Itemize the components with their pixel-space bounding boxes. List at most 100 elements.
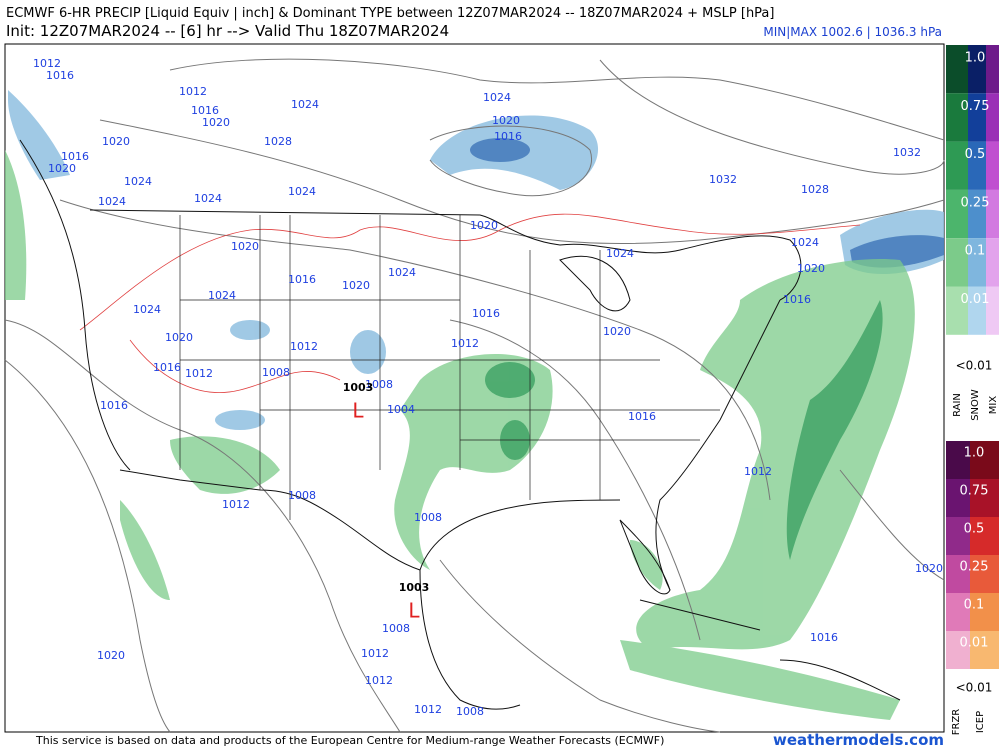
isobar-label: 1032 xyxy=(893,146,921,159)
isobar-label: 1016 xyxy=(810,631,838,644)
isobar-label: 1016 xyxy=(100,399,128,412)
legend-label: 0.75 xyxy=(960,484,989,499)
legend-swatch xyxy=(968,286,986,335)
isobar-label: 1012 xyxy=(451,337,479,350)
isobar-label: 1032 xyxy=(709,173,737,186)
footer-credit: This service is based on data and produc… xyxy=(35,734,664,747)
legend-swatch xyxy=(946,45,968,94)
legend-type: RAIN xyxy=(952,393,963,417)
isobar-label: 1020 xyxy=(202,116,230,129)
legend-swatch xyxy=(986,141,999,190)
min-max: MIN|MAX 1002.6 | 1036.3 hPa xyxy=(763,25,942,39)
isobar-label: 1020 xyxy=(48,162,76,175)
isobar-label: 1008 xyxy=(382,622,410,635)
isobar-label: 1016 xyxy=(494,130,522,143)
legend-swatch xyxy=(970,517,999,555)
isobar-label: 1020 xyxy=(915,562,943,575)
isobar-label: 1016 xyxy=(628,410,656,423)
isobar-label: 1020 xyxy=(97,649,125,662)
legend-swatch xyxy=(986,238,999,287)
legend-label: 0.5 xyxy=(964,522,985,537)
isobar-label: 1016 xyxy=(288,273,316,286)
legend-label: 0.5 xyxy=(965,147,986,162)
legend-label: 1.0 xyxy=(964,446,985,461)
subtitle: Init: 12Z07MAR2024 -- [6] hr --> Valid T… xyxy=(6,22,449,40)
isobar-label: 1008 xyxy=(365,378,393,391)
borders xyxy=(19,139,901,710)
isobar-label: 1020 xyxy=(470,219,498,232)
legend-label: 0.1 xyxy=(964,598,985,613)
legend-swatch xyxy=(970,593,999,631)
isobar-label: 1020 xyxy=(231,240,259,253)
isobar-label: 1003 xyxy=(343,381,374,394)
isobar-label: 1020 xyxy=(342,279,370,292)
legend-swatch xyxy=(946,517,970,555)
legend-swatch xyxy=(946,141,968,190)
isobar-label: 1016 xyxy=(472,307,500,320)
legend-label: 0.25 xyxy=(960,560,989,575)
legend-type: ICEP xyxy=(975,711,986,733)
isobar-label: 1020 xyxy=(165,331,193,344)
legend-swatch xyxy=(970,441,999,479)
brand[interactable]: weathermodels.com xyxy=(773,731,944,749)
isobar-label: 1016 xyxy=(783,293,811,306)
legend-swatch xyxy=(946,286,968,335)
legend-swatch xyxy=(968,189,986,239)
legend-swatch xyxy=(970,479,999,517)
isobar-labels: 1012101610121016102010241020101610201024… xyxy=(33,57,943,718)
isobar-label: 1008 xyxy=(414,511,442,524)
isobar-label: 1012 xyxy=(414,703,442,716)
isobar-label: 1003 xyxy=(399,581,430,594)
legend-label: 1.0 xyxy=(965,51,986,66)
legend-swatch xyxy=(986,93,999,142)
legend-swatch xyxy=(946,479,970,517)
isobar-label: 1012 xyxy=(290,340,318,353)
isobar-label: 1008 xyxy=(262,366,290,379)
legend-swatch xyxy=(968,45,986,94)
legend-swatch xyxy=(970,631,999,669)
legend-label: 0.1 xyxy=(965,244,986,259)
isobar-label: 1012 xyxy=(222,498,250,511)
isobar-label: 1016 xyxy=(61,150,89,163)
legend-swatch xyxy=(946,631,970,669)
isobar-label: 1024 xyxy=(483,91,511,104)
legend-swatch xyxy=(946,593,970,631)
isobar-label: 1020 xyxy=(603,325,631,338)
legend-swatch xyxy=(946,189,968,239)
legend: 1.0 0.75 0.5 0.25 0.1 0.01 <0.01 RAIN SNOW MIX 1.0… xyxy=(946,45,999,735)
rain-areas xyxy=(5,150,915,720)
isobar-label: 1008 xyxy=(288,489,316,502)
low-marker: L xyxy=(408,599,420,623)
isobar-label: 1024 xyxy=(606,247,634,260)
legend-swatch xyxy=(946,238,968,287)
isobar-label: 1024 xyxy=(98,195,126,208)
isobar-label: 1004 xyxy=(387,403,415,416)
legend-swatch xyxy=(986,286,999,335)
legend-swatch xyxy=(986,45,999,94)
legend-min: <0.01 xyxy=(956,359,993,373)
title: ECMWF 6-HR PRECIP [Liquid Equiv | inch] … xyxy=(6,6,774,21)
isobar-label: 1024 xyxy=(288,185,316,198)
legend-label: 0.25 xyxy=(961,195,990,210)
isobar-label: 1024 xyxy=(791,236,819,249)
isobar-label: 1024 xyxy=(124,175,152,188)
legend-type: SNOW xyxy=(970,389,981,421)
legend-swatch xyxy=(946,441,970,479)
legend-label: 0.01 xyxy=(961,292,990,307)
isobar-label: 1020 xyxy=(102,135,130,148)
isobar-label: 1012 xyxy=(179,85,207,98)
legend-swatch xyxy=(946,555,970,593)
isobar-label: 1024 xyxy=(208,289,236,302)
legend-swatch xyxy=(968,141,986,190)
isobar-label: 1020 xyxy=(492,114,520,127)
isobar-label: 1012 xyxy=(361,647,389,660)
isobar-label: 1028 xyxy=(264,135,292,148)
isobar-label: 1012 xyxy=(744,465,772,478)
isobar-label: 1012 xyxy=(185,367,213,380)
isobar-label: 1012 xyxy=(365,674,393,687)
legend-min: <0.01 xyxy=(956,681,993,695)
isobar-label: 1024 xyxy=(133,303,161,316)
isobar-label: 1016 xyxy=(153,361,181,374)
legend-type: FRZR xyxy=(951,709,962,736)
map xyxy=(4,43,945,733)
